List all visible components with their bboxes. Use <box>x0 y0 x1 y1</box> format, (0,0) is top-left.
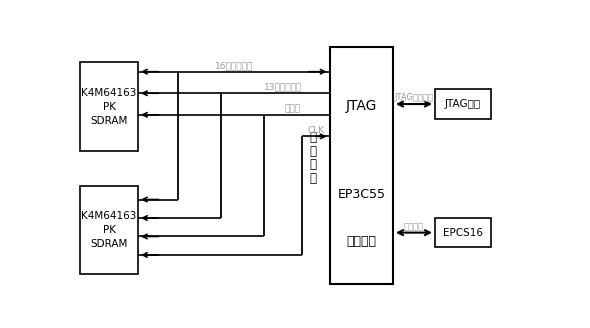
Bar <box>329 47 393 284</box>
Text: 配置信号: 配置信号 <box>404 222 424 231</box>
Text: 存储烧写: 存储烧写 <box>346 235 376 248</box>
Text: JTAG: JTAG <box>346 99 377 113</box>
Bar <box>80 186 138 274</box>
Text: 控制线: 控制线 <box>284 104 301 113</box>
Text: EP3C55: EP3C55 <box>337 188 385 201</box>
Text: 16位数据总线: 16位数据总线 <box>215 61 253 70</box>
Text: JTAG接口: JTAG接口 <box>445 99 481 109</box>
Text: SDRAM: SDRAM <box>90 239 127 249</box>
Text: 出: 出 <box>309 172 316 185</box>
Text: K4M64163: K4M64163 <box>81 211 137 221</box>
Text: 13位地址总线: 13位地址总线 <box>264 83 302 92</box>
Bar <box>80 62 138 151</box>
Text: SDRAM: SDRAM <box>90 115 127 126</box>
Text: PK: PK <box>103 225 116 235</box>
Text: 输: 输 <box>309 158 316 172</box>
Bar <box>435 90 491 119</box>
Text: PK: PK <box>103 102 116 112</box>
Bar <box>435 218 491 247</box>
Text: JTAG控制信号: JTAG控制信号 <box>395 93 434 102</box>
Text: 输: 输 <box>309 131 316 144</box>
Text: CLK: CLK <box>307 126 324 135</box>
Text: K4M64163: K4M64163 <box>81 88 137 98</box>
Text: 入: 入 <box>309 145 316 157</box>
Text: EPCS16: EPCS16 <box>443 228 483 237</box>
